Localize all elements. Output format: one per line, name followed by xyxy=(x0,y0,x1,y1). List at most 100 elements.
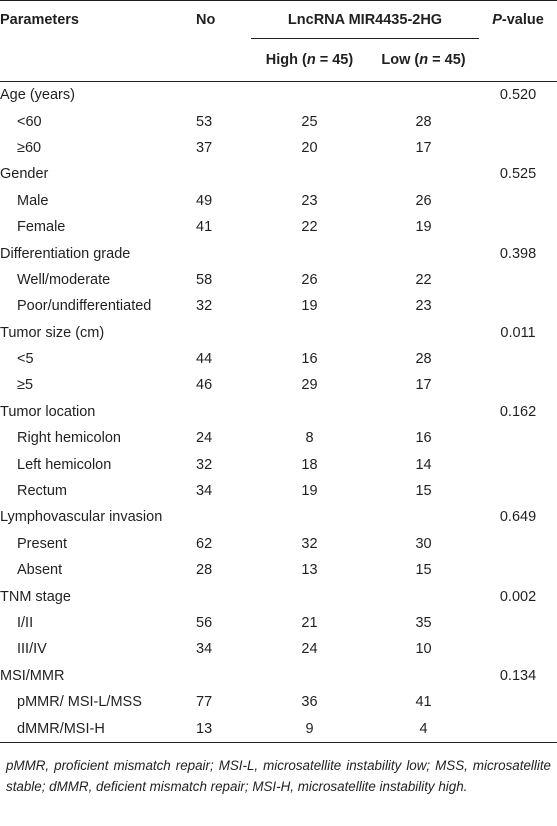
cell-high xyxy=(251,399,368,425)
row-sublabel: ≥5 xyxy=(17,377,34,394)
table-row: MSI/MMR 0.134 xyxy=(0,663,557,689)
cell-no xyxy=(196,504,251,530)
cell-p-value xyxy=(479,214,557,240)
table-row: Present 62 32 30 xyxy=(0,531,557,557)
cell-low: 16 xyxy=(415,430,432,447)
cell-high xyxy=(251,663,368,689)
cell-low: 41 xyxy=(415,694,432,711)
cell-high: 22 xyxy=(301,219,318,236)
cell-low: 17 xyxy=(415,377,432,394)
header-low-rest: = 45) xyxy=(428,52,466,68)
row-sublabel: pMMR/ MSI-L/MSS xyxy=(17,694,142,711)
cell-no: 32 xyxy=(196,456,213,473)
data-table: Parameters No LncRNA MIR4435-2HG P-value… xyxy=(0,0,557,744)
row-sublabel: Well/moderate xyxy=(17,271,111,288)
cell-p-value: 0.134 xyxy=(499,667,537,684)
cell-high: 19 xyxy=(301,483,318,500)
cell-no: 58 xyxy=(196,271,213,288)
table-row: Differentiation grade 0.398 xyxy=(0,240,557,266)
header-empty-3 xyxy=(479,38,557,82)
cell-low xyxy=(368,82,479,109)
cell-p-value xyxy=(479,531,557,557)
row-sublabel: I/II xyxy=(17,615,34,631)
table-row: dMMR/MSI-H 13 9 4 xyxy=(0,715,557,744)
cell-no: 46 xyxy=(196,377,213,394)
cell-high: 29 xyxy=(301,377,318,394)
header-row-sub: High (n = 45) Low (n = 45) xyxy=(0,38,557,82)
cell-no: 37 xyxy=(196,139,213,156)
cell-no: 62 xyxy=(196,535,213,552)
cell-low: 28 xyxy=(415,351,432,368)
cell-low xyxy=(368,240,479,266)
cell-high: 16 xyxy=(301,351,318,368)
cell-no xyxy=(196,82,251,109)
cell-low: 26 xyxy=(415,192,432,209)
cell-p-value xyxy=(479,293,557,319)
header-high-rest: = 45) xyxy=(315,52,354,68)
table-row: TNM stage 0.002 xyxy=(0,583,557,609)
row-sublabel: Right hemicolon xyxy=(17,430,121,447)
table-row: Rectum 34 19 15 xyxy=(0,478,557,504)
header-high-n: n xyxy=(306,52,316,68)
cell-p-value xyxy=(479,636,557,662)
cell-low: 35 xyxy=(415,615,432,631)
table-row: Gender 0.525 xyxy=(0,161,557,187)
row-sublabel: ≥60 xyxy=(17,139,42,156)
header-low: Low (n = 45) xyxy=(368,38,480,82)
cell-low: 28 xyxy=(415,113,432,130)
row-sublabel: Absent xyxy=(17,562,63,579)
header-empty-1 xyxy=(0,38,196,82)
cell-low: 10 xyxy=(415,641,432,658)
cell-no xyxy=(196,399,251,425)
cell-low: 30 xyxy=(415,535,432,552)
cell-no xyxy=(196,320,251,346)
cell-high xyxy=(251,82,368,109)
table-row: <60 53 25 28 xyxy=(0,108,557,134)
cell-low: 15 xyxy=(415,483,432,500)
table-row: Absent 28 13 15 xyxy=(0,557,557,583)
table-body: Age (years) 0.520 <60 53 25 28 ≥60 37 20 17 Gender… xyxy=(0,82,557,744)
row-category-label: Gender xyxy=(0,166,49,183)
table-row: ≥5 46 29 17 xyxy=(0,372,557,398)
cell-high: 32 xyxy=(301,535,318,552)
cell-high: 18 xyxy=(301,456,318,473)
cell-low: 14 xyxy=(415,456,432,473)
table-row: Male 49 23 26 xyxy=(0,188,557,214)
cell-p-value xyxy=(479,715,557,744)
cell-no: 49 xyxy=(196,192,213,209)
cell-p-value xyxy=(479,610,557,636)
cell-high xyxy=(251,583,368,609)
cell-low xyxy=(368,583,479,609)
table-row: Age (years) 0.520 xyxy=(0,82,557,109)
table-row: Poor/undifferentiated 32 19 23 xyxy=(0,293,557,319)
cell-p-value: 0.525 xyxy=(499,166,537,183)
cell-p-value xyxy=(479,425,557,451)
cell-low xyxy=(368,504,479,530)
header-no: No xyxy=(196,0,251,39)
row-category-label: Lymphovascular invasion xyxy=(0,509,163,526)
header-low-label: Low ( xyxy=(381,52,420,68)
cell-low xyxy=(368,663,479,689)
row-sublabel: Male xyxy=(17,192,49,209)
cell-no: 34 xyxy=(196,641,213,658)
row-category-label: Tumor size (cm) xyxy=(0,324,105,341)
table-row: ≥60 37 20 17 xyxy=(0,135,557,161)
cell-high xyxy=(251,161,368,187)
table-row: <5 44 16 28 xyxy=(0,346,557,372)
cell-high: 26 xyxy=(301,271,318,288)
header-low-n: n xyxy=(419,52,429,68)
row-category-label: Differentiation grade xyxy=(0,245,131,262)
cell-low xyxy=(368,399,479,425)
table-row: III/IV 34 24 10 xyxy=(0,636,557,662)
cell-no: 24 xyxy=(196,430,213,447)
cell-p-value: 0.011 xyxy=(500,324,536,341)
cell-high: 19 xyxy=(301,298,318,315)
row-category-label: MSI/MMR xyxy=(0,667,65,684)
cell-p-value: 0.649 xyxy=(499,509,537,526)
cell-high: 23 xyxy=(301,192,318,209)
cell-low: 15 xyxy=(415,562,432,579)
cell-high: 36 xyxy=(301,694,318,711)
cell-no: 13 xyxy=(196,715,251,744)
table-row: Well/moderate 58 26 22 xyxy=(0,267,557,293)
